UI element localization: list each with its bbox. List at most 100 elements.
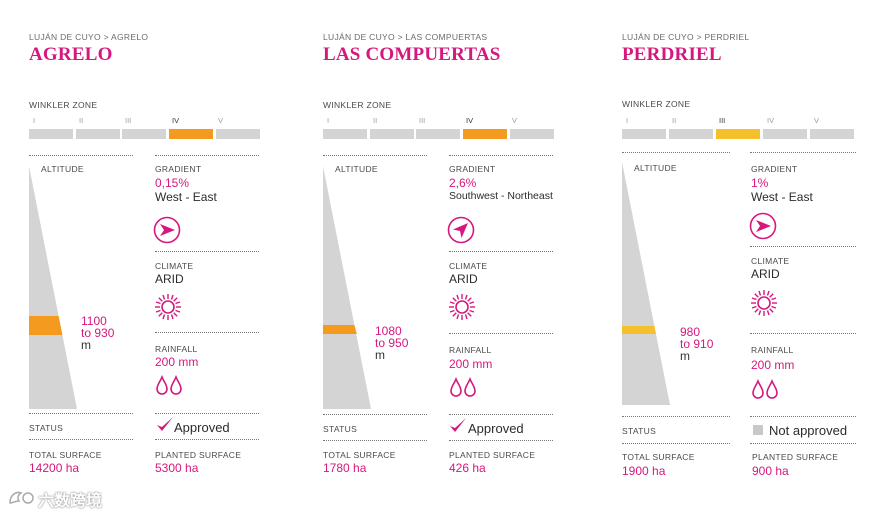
zone-2-label: II xyxy=(672,116,677,125)
gradient-direction: Southwest - Northeast xyxy=(449,190,553,202)
zone-4-bar xyxy=(763,129,807,139)
altitude-unit: m xyxy=(375,348,385,362)
check-icon xyxy=(450,418,466,432)
zone-3-label: III xyxy=(125,116,132,125)
status-value: Approved xyxy=(174,420,230,435)
altitude-wedge xyxy=(622,162,670,405)
rainfall-value: 200 mm xyxy=(751,358,794,372)
divider xyxy=(449,251,553,252)
zone-1-bar xyxy=(622,129,666,139)
planted-surface-label: PLANTED SURFACE xyxy=(449,450,536,460)
page-title: PERDRIEL xyxy=(622,44,722,65)
winkler-zone-label: WINKLER ZONE xyxy=(622,99,691,109)
rainfall-text: 200 mm xyxy=(751,358,795,372)
zone-5-label: V xyxy=(814,116,820,125)
gradient-direction: West - East xyxy=(751,190,813,204)
watermark-logo-icon xyxy=(9,491,34,504)
zone-2-bar xyxy=(370,129,414,139)
planted-surface-label: PLANTED SURFACE xyxy=(752,452,839,462)
altitude-high: 1100 xyxy=(81,314,107,328)
page-title: AGRELO xyxy=(29,44,113,65)
zone-4-label: IV xyxy=(466,116,474,125)
divider xyxy=(622,152,730,153)
altitude-label: ALTITUDE xyxy=(41,164,84,174)
raindrops-icon xyxy=(156,375,182,395)
climate-label: CLIMATE xyxy=(155,261,194,271)
breadcrumb: LUJÁN DE CUYO > PERDRIEL xyxy=(622,32,750,42)
divider xyxy=(323,440,427,441)
panel-perdriel: LUJÁN DE CUYO > PERDRIEL PERDRIEL WINKLE… xyxy=(622,0,862,517)
divider xyxy=(155,251,259,252)
rainfall-label: RAINFALL xyxy=(449,345,492,355)
divider xyxy=(323,414,427,415)
divider xyxy=(449,440,553,441)
sun-icon xyxy=(751,290,777,316)
altitude-wedge xyxy=(29,166,77,409)
planted-surface-value: 426 ha xyxy=(449,461,486,475)
gradient-direction: West - East xyxy=(155,190,217,204)
zone-2-bar xyxy=(76,129,120,139)
gradient-value: 0,15% xyxy=(155,176,190,190)
status-value: Not approved xyxy=(769,423,848,438)
zone-4-label: IV xyxy=(767,116,775,125)
arrow-east-icon xyxy=(749,212,777,240)
total-surface-label: TOTAL SURFACE xyxy=(29,450,102,460)
zone-1-label: I xyxy=(327,116,330,125)
planted-surface-value: 5300 ha xyxy=(155,461,199,475)
zone-5-label: V xyxy=(218,116,224,125)
zone-3-label: III xyxy=(419,116,426,125)
divider xyxy=(449,414,553,415)
grey-square-icon xyxy=(753,425,763,435)
panel-las-compuertas: LUJÁN DE CUYO > LAS COMPUERTAS LAS COMPU… xyxy=(323,0,563,517)
rainfall-value: 200 mm xyxy=(155,355,198,369)
climate-value: ARID xyxy=(449,272,478,286)
zone-3-bar-active xyxy=(716,129,760,139)
breadcrumb: LUJÁN DE CUYO > AGRELO xyxy=(29,32,149,42)
altitude-low: to 910 xyxy=(680,337,714,351)
gradient-label: GRADIENT xyxy=(155,164,202,174)
zone-1-label: I xyxy=(626,116,629,125)
climate-label: CLIMATE xyxy=(751,256,790,266)
altitude-wedge xyxy=(323,166,371,409)
divider xyxy=(449,155,553,156)
divider xyxy=(750,246,856,247)
status-label: STATUS xyxy=(622,426,657,436)
zone-2-label: II xyxy=(373,116,378,125)
arrow-east-icon xyxy=(153,216,181,244)
zone-2-bar xyxy=(669,129,713,139)
zone-3-bar xyxy=(122,129,166,139)
divider xyxy=(622,443,730,444)
zone-1-bar xyxy=(323,129,367,139)
page-title: LAS COMPUERTAS xyxy=(323,44,501,65)
total-surface-label: TOTAL SURFACE xyxy=(323,450,396,460)
divider xyxy=(155,413,259,414)
zone-4-bar-active xyxy=(463,129,507,139)
divider xyxy=(155,332,259,333)
total-surface-label: TOTAL SURFACE xyxy=(622,452,695,462)
zone-3-bar xyxy=(416,129,460,139)
climate-value: ARID xyxy=(155,272,184,286)
panel-agrelo: LUJÁN DE CUYO > AGRELO AGRELO WINKLER ZO… xyxy=(29,0,269,517)
raindrops-icon xyxy=(752,379,778,399)
zone-1-bar xyxy=(29,129,73,139)
status-label: STATUS xyxy=(29,423,64,433)
status-value: Approved xyxy=(468,421,524,436)
altitude-unit: m xyxy=(680,349,690,363)
altitude-value: 1080 to 950 m xyxy=(375,325,408,361)
rainfall-text: 200 mm xyxy=(155,355,199,369)
zone-5-bar xyxy=(216,129,260,139)
zone-1-label: I xyxy=(33,116,36,125)
sun-icon xyxy=(449,294,475,320)
divider xyxy=(750,152,856,153)
rainfall-value: 200 mm xyxy=(449,357,492,371)
divider xyxy=(29,439,133,440)
rainfall-label: RAINFALL xyxy=(155,344,198,354)
total-surface-value: 1900 ha xyxy=(622,464,666,478)
altitude-value: 1100 to 930 m xyxy=(81,315,114,351)
altitude-unit: m xyxy=(81,338,91,352)
total-surface-value: 14200 ha xyxy=(29,461,80,475)
gradient-value: 2,6% xyxy=(449,176,477,190)
total-surface-value: 1780 ha xyxy=(323,461,367,475)
altitude-value: 980 to 910 m xyxy=(680,326,713,362)
divider xyxy=(622,416,730,417)
